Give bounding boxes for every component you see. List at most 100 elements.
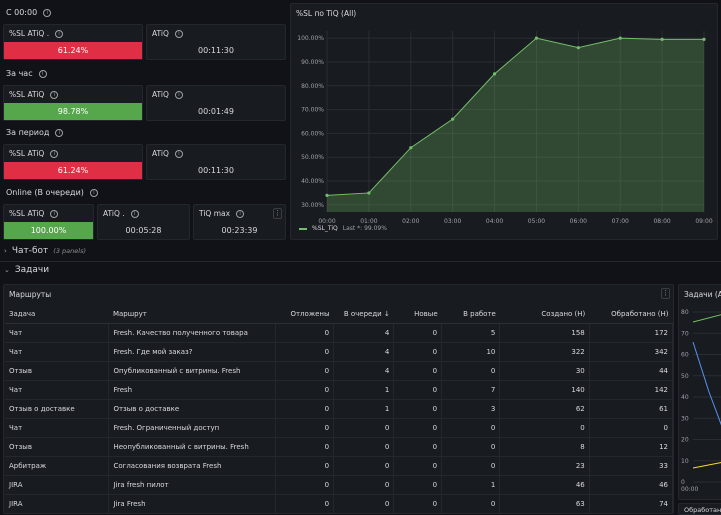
- column-header[interactable]: Обработано (Н): [589, 305, 673, 324]
- table-cell: 0: [499, 418, 590, 438]
- table-cell: 0: [275, 342, 335, 362]
- chart-legend[interactable]: %SL_TiQ Last *: 99.09%: [299, 225, 387, 232]
- data-point[interactable]: [409, 146, 413, 150]
- table-row[interactable]: Арбитраж Согласования возврата Fresh 0 0 0 0 2…: [5, 456, 673, 476]
- data-point[interactable]: [451, 117, 455, 121]
- table-cell: 23: [499, 456, 590, 476]
- section-chatbot[interactable]: › Чат-бот (3 panels): [4, 246, 86, 256]
- info-icon[interactable]: i: [55, 29, 64, 38]
- series-line: [692, 462, 721, 469]
- data-point[interactable]: [534, 36, 539, 40]
- y-tick-label: 30: [681, 415, 689, 422]
- stat-panel-sl-atiq-online: %SL ATiQ i 100.00%: [3, 204, 94, 240]
- data-point[interactable]: [660, 37, 664, 41]
- column-header[interactable]: Маршрут: [108, 305, 276, 324]
- table-cell: Чат: [5, 342, 110, 362]
- tasks-chart: 80 70 60 50 40 30 20 10 000:00: [681, 309, 721, 493]
- table-cell: Отзыв о доставке: [5, 399, 110, 419]
- data-point[interactable]: [492, 72, 497, 76]
- table-row[interactable]: Отзыв о доставке Отзыв о доставке 0 1 0 3 62 61: [5, 399, 673, 419]
- info-icon[interactable]: i: [50, 149, 59, 158]
- table-cell: 0: [275, 361, 335, 381]
- sl-value-bar: 61.24%: [4, 162, 142, 179]
- info-icon[interactable]: i: [130, 209, 139, 218]
- sl-value-bar: 98.78%: [4, 103, 142, 120]
- table-row[interactable]: Чат Fresh 0 1 0 7 140 142: [5, 380, 673, 400]
- panel-menu-icon[interactable]: ⋮: [661, 288, 670, 299]
- data-point[interactable]: [618, 36, 622, 40]
- table-cell: 322: [499, 342, 590, 362]
- table-cell: 0: [441, 437, 501, 457]
- table-cell: 172: [589, 323, 673, 343]
- table-cell: 0: [393, 437, 443, 457]
- table-cell: 0: [393, 456, 443, 476]
- info-icon[interactable]: i: [174, 90, 183, 99]
- column-header[interactable]: Создано (Н): [499, 305, 590, 324]
- info-icon[interactable]: i: [50, 209, 59, 218]
- table-cell: 33: [589, 456, 673, 476]
- table-cell: 0: [441, 494, 501, 513]
- data-point[interactable]: [325, 193, 329, 197]
- atiq-value: 00:11:30: [198, 166, 234, 175]
- stat-panel-sl-atiq-3: %SL ATiQ i 61.24%: [3, 144, 143, 180]
- data-point[interactable]: [576, 46, 580, 50]
- column-header[interactable]: Отложены: [275, 305, 334, 324]
- table-cell: JIRA: [5, 494, 110, 513]
- data-point[interactable]: [702, 37, 706, 41]
- table-row[interactable]: Отзыв Неопубликованный с витрины. Fresh 0 0…: [5, 437, 673, 457]
- table-cell: 0: [275, 494, 335, 513]
- column-header[interactable]: В работе: [441, 305, 500, 324]
- y-tick-label: 10: [681, 458, 689, 465]
- info-icon[interactable]: i: [50, 90, 59, 99]
- info-icon[interactable]: i: [43, 8, 52, 17]
- table-row[interactable]: Чат Fresh. Где мой заказ? 0 4 0 10 322 342: [5, 342, 673, 362]
- column-header[interactable]: В очереди ↓: [333, 305, 394, 324]
- table-cell: Чат: [5, 418, 110, 438]
- info-icon[interactable]: i: [174, 149, 183, 158]
- x-tick-label: 07:00: [612, 218, 629, 225]
- y-tick-label: 60.00%: [301, 130, 324, 137]
- table-row[interactable]: JIRA Jira fresh пилот 0 0 0 1 46 46: [5, 475, 673, 495]
- stat-panel-tiq-max: TiQ max i ⋮ 00:23:39: [193, 204, 286, 240]
- table-cell: 0: [275, 323, 335, 343]
- info-icon[interactable]: i: [38, 69, 47, 78]
- x-tick-label: 01:00: [360, 218, 377, 225]
- table-cell: Fresh. Качество полученного товара: [108, 323, 276, 343]
- y-tick-label: 0: [681, 479, 685, 486]
- info-icon[interactable]: i: [236, 209, 245, 218]
- table-cell: 5: [441, 323, 501, 343]
- row-title-per-hour: За час i: [6, 69, 47, 78]
- table-cell: 62: [499, 399, 590, 419]
- x-tick-label: 04:00: [486, 218, 503, 225]
- table-cell: 44: [589, 361, 673, 381]
- x-tick-label: 06:00: [570, 218, 587, 225]
- info-icon[interactable]: i: [55, 128, 64, 137]
- section-tasks[interactable]: ⌄ Задачи: [4, 265, 50, 275]
- table-cell: 0: [275, 380, 335, 400]
- table-cell: 0: [275, 437, 335, 457]
- processed-panel: Обработано: [678, 503, 721, 515]
- table-cell: 0: [333, 418, 395, 438]
- column-header[interactable]: Задача: [5, 305, 109, 324]
- table-cell: 140: [499, 380, 590, 400]
- row-title-online: Online (В очереди) i: [6, 188, 98, 197]
- column-header[interactable]: Новые: [393, 305, 442, 324]
- table-cell: Отзыв: [5, 437, 110, 457]
- table-cell: 74: [589, 494, 673, 513]
- data-point[interactable]: [367, 191, 371, 195]
- routes-table: Задача Маршрут Отложены В очереди ↓ Новые В р…: [5, 305, 673, 513]
- table-row[interactable]: Чат Fresh. Ограниченный доступ 0 0 0 0 0 0: [5, 418, 673, 438]
- info-icon[interactable]: i: [174, 29, 183, 38]
- table-cell: 0: [393, 399, 443, 419]
- table-cell: 0: [393, 361, 443, 381]
- y-tick-label: 70: [681, 330, 689, 337]
- table-row[interactable]: Чат Fresh. Качество полученного товара 0 4 0…: [5, 323, 673, 343]
- panel-menu-icon[interactable]: ⋮: [273, 208, 282, 219]
- table-row[interactable]: JIRA Jira Fresh 0 0 0 0 63 74: [5, 494, 673, 513]
- table-cell: 4: [333, 342, 395, 362]
- table-row[interactable]: Отзыв Опубликованный с витрины. Fresh 0 4 0 0…: [5, 361, 673, 381]
- x-tick-label: 08:00: [653, 218, 670, 225]
- info-icon[interactable]: i: [89, 188, 98, 197]
- table-cell: 0: [333, 456, 395, 476]
- sl-value-bar: 61.24%: [4, 42, 142, 59]
